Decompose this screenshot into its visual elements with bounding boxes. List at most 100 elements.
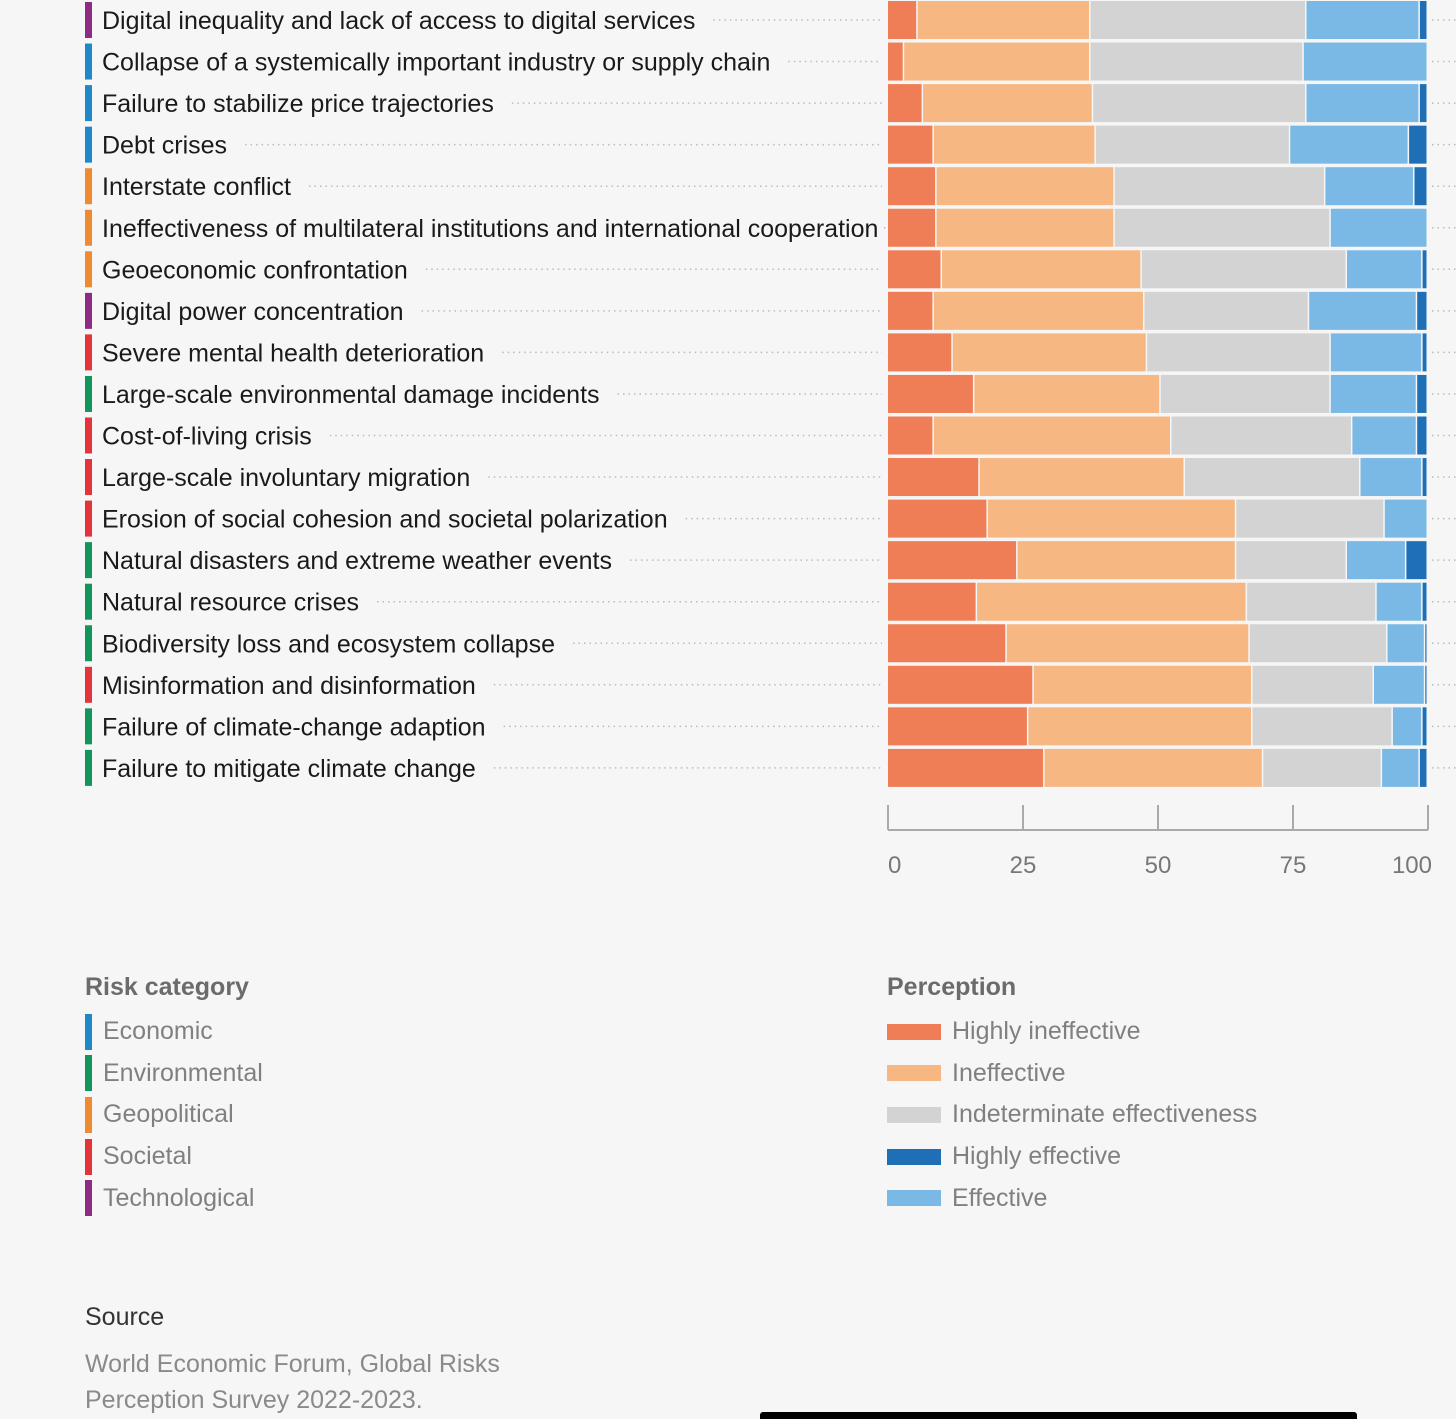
risk-legend-title: Risk category [85,973,249,1001]
row-category-marker [85,500,92,537]
bar-segment [888,748,1044,787]
bar-segment [1414,167,1427,206]
bar-segment [933,125,1095,164]
row-label: Debt crises [102,132,227,160]
row-label: Ineffectiveness of multilateral institut… [102,215,878,243]
legend-item-economic: Economic [85,1011,263,1053]
legend-item-environmental: Environmental [85,1053,263,1095]
row-label: Natural resource crises [102,589,359,617]
row-category-marker [85,708,92,745]
legend-item-ineffective: Ineffective [887,1053,1257,1095]
row-label: Natural disasters and extreme weather ev… [102,547,612,575]
bar-segment [1422,458,1427,497]
legend-label: Ineffective [952,1058,1066,1087]
bar-segment [1382,748,1419,787]
row-category-marker [85,209,92,246]
legend-item-technological: Technological [85,1177,263,1219]
legend-item-highly-effective: Highly effective [887,1136,1257,1178]
geopolitical-color-bar [85,1096,92,1133]
bar-segment [888,541,1017,580]
row-label: Collapse of a systemically important ind… [102,49,770,77]
bar-segment [1147,333,1330,372]
bar-segment [1141,250,1346,289]
bar-segment [1114,208,1330,247]
x-tick-label: 100 [1392,852,1432,879]
bar-segment [888,125,933,164]
bar-segment [1114,167,1324,206]
row-label: Digital inequality and lack of access to… [102,7,695,35]
row-label: Interstate conflict [102,173,291,201]
bar-segment [923,84,1092,123]
bar-segment [1419,1,1427,39]
row-category-marker [85,168,92,205]
row-category-marker [85,292,92,329]
bar-segment [1306,84,1419,123]
bar-segment [1160,374,1330,413]
row-label: Digital power concentration [102,298,404,326]
legend-item-geopolitical: Geopolitical [85,1094,263,1136]
x-tick-label: 50 [1145,852,1172,879]
bar-segment [1417,291,1427,330]
row-label: Biodiversity loss and ecosystem collapse [102,630,555,658]
legend-label: Highly ineffective [952,1017,1141,1046]
bar-segment [1236,499,1384,538]
row-category-marker [85,417,92,454]
stacked-bar-chart: Digital inequality and lack of access to… [85,1,1456,879]
bar-segment [1422,333,1427,372]
row-category-marker [85,542,92,579]
row-label: Severe mental health deterioration [102,339,484,367]
bar-segment [1006,624,1249,663]
bar-segment [1028,707,1251,746]
bar-segment [1387,624,1424,663]
row-label: Erosion of social cohesion and societal … [102,506,668,534]
row-category-marker [85,2,92,38]
bar-segment [1425,624,1427,663]
bar-segment [1419,84,1427,123]
row-category-marker [85,625,92,662]
bar-segment [888,374,973,413]
bar-segment [888,665,1033,704]
row-label: Failure of climate-change adaption [102,713,486,741]
bar-segment [1417,374,1427,413]
perception-legend: Perception Highly ineffective Ineffectiv… [887,972,1257,1219]
bar-segment [1425,665,1427,704]
legend-label: Technological [103,1183,255,1212]
legend-label: Effective [952,1183,1048,1212]
bar-segment [977,582,1246,621]
row-label: Failure to mitigate climate change [102,755,476,783]
effective-swatch [887,1190,941,1207]
bar-segment [1236,541,1346,580]
bar-segment [888,624,1006,663]
bar-segment [1093,84,1305,123]
legend-label: Economic [103,1017,213,1046]
row-category-marker [85,251,92,288]
bar-segment [1360,458,1422,497]
bar-segment [974,374,1160,413]
row-label: Geoeconomic confrontation [102,256,408,284]
bar-segment [1330,208,1427,247]
bar-segment [936,208,1114,247]
row-category-marker [85,459,92,496]
bar-segment [942,250,1141,289]
bar-segment [888,291,933,330]
bar-segment [1171,416,1351,455]
bar-segment [1303,42,1427,81]
bar-segment [888,582,976,621]
row-category-marker [85,375,92,412]
bar-segment [888,167,936,206]
row-label: Large-scale involuntary migration [102,464,470,492]
highly-effective-swatch [887,1148,941,1165]
row-category-marker [85,85,92,122]
bar-segment [1417,416,1427,455]
risk-category-legend: Risk category Economic Environmental Geo… [85,972,263,1219]
row-label: Failure to stabilize price trajectories [102,90,494,118]
bar-segment [888,250,941,289]
bar-segment [979,458,1184,497]
highly-ineffective-swatch [887,1023,941,1040]
bar-segment [1330,374,1416,413]
bar-segment [1263,748,1381,787]
bar-segment [936,167,1114,206]
source-title: Source [85,1303,165,1331]
row-category-marker [85,583,92,620]
bar-segment [1247,582,1376,621]
